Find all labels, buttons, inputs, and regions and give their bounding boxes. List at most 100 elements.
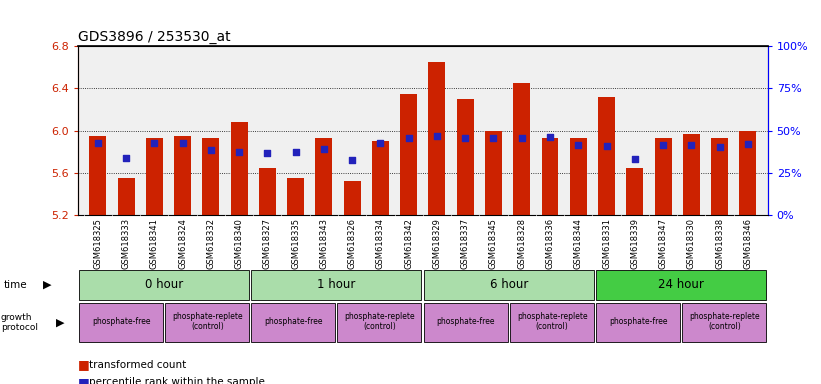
Text: GSM618335: GSM618335 bbox=[291, 218, 300, 269]
Point bbox=[91, 140, 104, 146]
Bar bbox=[372, 141, 389, 215]
Text: GSM618330: GSM618330 bbox=[687, 218, 696, 269]
Text: transformed count: transformed count bbox=[89, 360, 186, 370]
Text: ■: ■ bbox=[78, 376, 89, 384]
FancyBboxPatch shape bbox=[596, 303, 680, 342]
Point bbox=[600, 143, 613, 149]
Bar bbox=[259, 167, 276, 215]
Text: GSM618336: GSM618336 bbox=[545, 218, 554, 269]
Text: 6 hour: 6 hour bbox=[490, 278, 528, 291]
Text: GSM618346: GSM618346 bbox=[743, 218, 752, 269]
Text: GSM618344: GSM618344 bbox=[574, 218, 583, 268]
Text: GSM618339: GSM618339 bbox=[631, 218, 640, 269]
Bar bbox=[315, 138, 333, 215]
Bar bbox=[89, 136, 106, 215]
Point bbox=[459, 135, 472, 141]
Point bbox=[741, 141, 754, 147]
Point bbox=[544, 134, 557, 140]
Bar bbox=[202, 138, 219, 215]
Point bbox=[204, 146, 218, 152]
Text: GSM618328: GSM618328 bbox=[517, 218, 526, 269]
Point bbox=[685, 142, 698, 149]
Text: GSM618338: GSM618338 bbox=[715, 218, 724, 269]
Bar bbox=[683, 134, 699, 215]
Text: phosphate-free: phosphate-free bbox=[609, 317, 667, 326]
Text: GSM618337: GSM618337 bbox=[461, 218, 470, 269]
Point bbox=[120, 155, 133, 161]
Point bbox=[571, 142, 585, 149]
FancyBboxPatch shape bbox=[424, 303, 507, 342]
FancyBboxPatch shape bbox=[510, 303, 594, 342]
Bar bbox=[485, 131, 502, 215]
Bar bbox=[174, 136, 191, 215]
Bar bbox=[429, 62, 446, 215]
Bar bbox=[117, 178, 135, 215]
Text: ■: ■ bbox=[78, 358, 89, 371]
Text: GSM618347: GSM618347 bbox=[658, 218, 667, 269]
Text: growth
protocol: growth protocol bbox=[1, 313, 38, 332]
Text: GSM618340: GSM618340 bbox=[235, 218, 244, 268]
Point bbox=[148, 140, 161, 146]
Text: phosphate-replete
(control): phosphate-replete (control) bbox=[516, 312, 588, 331]
Bar bbox=[740, 131, 756, 215]
Point bbox=[713, 144, 726, 151]
Text: time: time bbox=[4, 280, 28, 290]
Text: phosphate-free: phosphate-free bbox=[437, 317, 495, 326]
Point bbox=[430, 133, 443, 139]
Text: phosphate-free: phosphate-free bbox=[92, 317, 150, 326]
Bar bbox=[456, 99, 474, 215]
FancyBboxPatch shape bbox=[251, 270, 421, 300]
Text: percentile rank within the sample: percentile rank within the sample bbox=[89, 377, 264, 384]
Bar bbox=[654, 138, 672, 215]
Point bbox=[657, 142, 670, 149]
Text: GSM618331: GSM618331 bbox=[602, 218, 611, 269]
Point bbox=[261, 150, 274, 156]
Text: GSM618342: GSM618342 bbox=[404, 218, 413, 268]
Bar bbox=[146, 138, 163, 215]
Bar bbox=[231, 122, 248, 215]
FancyBboxPatch shape bbox=[424, 270, 594, 300]
Text: GSM618324: GSM618324 bbox=[178, 218, 187, 268]
Point bbox=[628, 156, 641, 162]
Bar bbox=[542, 138, 558, 215]
Text: 24 hour: 24 hour bbox=[658, 278, 704, 291]
Point bbox=[346, 157, 359, 163]
FancyBboxPatch shape bbox=[251, 303, 335, 342]
Point bbox=[515, 135, 528, 141]
Point bbox=[318, 146, 331, 152]
Bar bbox=[711, 138, 728, 215]
Text: GDS3896 / 253530_at: GDS3896 / 253530_at bbox=[78, 30, 231, 44]
FancyBboxPatch shape bbox=[79, 303, 163, 342]
Text: GSM618345: GSM618345 bbox=[489, 218, 498, 268]
Bar bbox=[598, 97, 615, 215]
Bar bbox=[513, 83, 530, 215]
Bar bbox=[344, 181, 360, 215]
Bar bbox=[287, 178, 304, 215]
Point bbox=[232, 149, 245, 155]
Text: 0 hour: 0 hour bbox=[145, 278, 183, 291]
Text: GSM618333: GSM618333 bbox=[122, 218, 131, 269]
Bar bbox=[626, 167, 644, 215]
Text: GSM618326: GSM618326 bbox=[347, 218, 356, 269]
Text: ▶: ▶ bbox=[43, 280, 51, 290]
Text: GSM618334: GSM618334 bbox=[376, 218, 385, 269]
FancyBboxPatch shape bbox=[165, 303, 249, 342]
Text: ▶: ▶ bbox=[56, 318, 64, 328]
Bar bbox=[570, 138, 587, 215]
Point bbox=[374, 140, 387, 146]
FancyBboxPatch shape bbox=[337, 303, 421, 342]
Text: GSM618325: GSM618325 bbox=[94, 218, 103, 268]
Text: GSM618327: GSM618327 bbox=[263, 218, 272, 269]
FancyBboxPatch shape bbox=[682, 303, 766, 342]
Text: phosphate-replete
(control): phosphate-replete (control) bbox=[689, 312, 760, 331]
Point bbox=[176, 140, 189, 146]
Text: GSM618341: GSM618341 bbox=[149, 218, 158, 268]
Point bbox=[289, 149, 302, 155]
Text: phosphate-free: phosphate-free bbox=[264, 317, 323, 326]
FancyBboxPatch shape bbox=[79, 270, 249, 300]
FancyBboxPatch shape bbox=[596, 270, 766, 300]
Text: 1 hour: 1 hour bbox=[318, 278, 355, 291]
Point bbox=[487, 135, 500, 141]
Text: GSM618343: GSM618343 bbox=[319, 218, 328, 269]
Point bbox=[402, 135, 415, 141]
